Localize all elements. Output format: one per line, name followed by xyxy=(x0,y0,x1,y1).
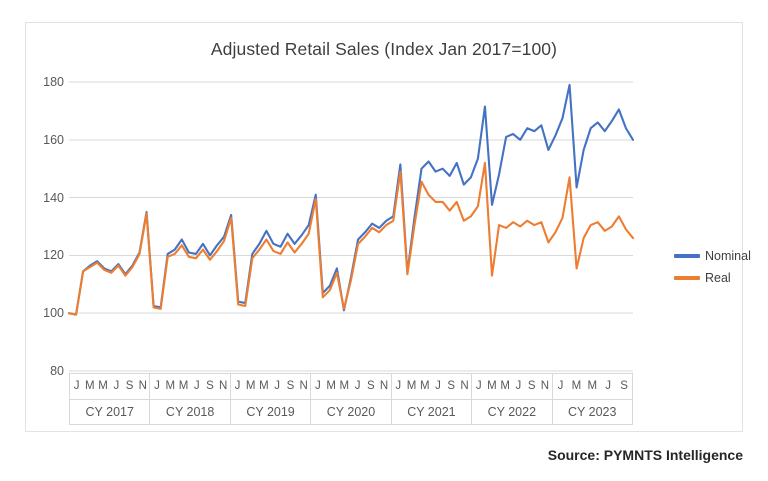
x-axis-year-group: J M M J S N CY 2021 xyxy=(391,374,473,424)
x-axis-month-tick-label: J xyxy=(475,379,482,392)
x-axis-month-tick-label: M xyxy=(487,379,497,392)
x-axis-year-label: CY 2020 xyxy=(326,405,376,420)
y-axis-tick-label: 120 xyxy=(43,248,64,263)
x-axis-month-tick-label: M xyxy=(85,379,95,392)
x-axis-year-label: CY 2019 xyxy=(246,405,295,420)
x-axis-year-group: J M M J S N CY 2020 xyxy=(311,374,392,424)
x-axis-year-label: CY 2022 xyxy=(487,405,537,420)
x-axis-month-tick-label: J xyxy=(605,379,612,392)
y-axis-tick-label: 160 xyxy=(43,132,64,147)
x-axis-month-tick-label: S xyxy=(125,379,134,392)
y-axis: 180 160 140 120 100 80 xyxy=(26,75,64,378)
x-axis-year-label: CY 2023 xyxy=(568,405,617,420)
x-axis-year-group: J M M J S N CY 2019 xyxy=(230,374,312,424)
chart-legend: Nominal Real xyxy=(674,245,768,289)
x-axis-month-tick-label: S xyxy=(286,379,295,392)
x-axis-month-tick-label: J xyxy=(435,379,441,392)
x-axis-month-tick-label: J xyxy=(395,379,402,392)
x-axis-month-tick-label: J xyxy=(557,379,564,392)
legend-color-swatch xyxy=(674,276,700,280)
x-axis-year-group: J M M J S N CY 2017 xyxy=(70,374,151,424)
x-axis-month-tick-label: M xyxy=(245,379,256,392)
x-axis-month-tick-label: M xyxy=(259,379,269,392)
y-axis-tick-label: 180 xyxy=(43,75,64,89)
x-axis-month-tick-label: J xyxy=(354,379,361,392)
x-axis-month-tick-label: M xyxy=(406,379,417,392)
series-lines xyxy=(67,83,635,316)
x-axis-month-tick-label: N xyxy=(460,379,469,392)
x-axis-month-tick-label: M xyxy=(587,379,598,392)
x-axis-month-tick-label: N xyxy=(540,379,550,392)
y-axis-tick-label: 80 xyxy=(50,364,64,378)
x-axis-month-tick-label: J xyxy=(234,379,241,392)
gridlines xyxy=(69,81,633,372)
x-axis-month-tick-label: N xyxy=(219,379,228,392)
x-axis-month-tick-label: J xyxy=(73,379,80,392)
x-axis-year-label: CY 2017 xyxy=(85,405,134,420)
x-axis-month-tick-label: M xyxy=(98,379,108,392)
series-line-real xyxy=(67,161,635,316)
x-axis-month-tick-label: M xyxy=(326,379,336,392)
legend-color-swatch xyxy=(674,254,700,258)
legend-label: Nominal xyxy=(705,249,751,263)
x-axis-month-tick-label: S xyxy=(206,379,214,392)
x-axis-month-tick-label: J xyxy=(515,379,522,392)
x-axis-year-group: J M M J S CY 2023 xyxy=(552,374,633,424)
plot-area xyxy=(67,81,635,372)
chart-title: Adjusted Retail Sales (Index Jan 2017=10… xyxy=(210,39,558,59)
source-note: Source: PYMNTS Intelligence xyxy=(547,447,743,463)
y-axis-tick-label: 100 xyxy=(43,306,64,321)
x-axis-year-group: J M M J S N CY 2022 xyxy=(472,374,553,424)
x-axis-month-tick-label: J xyxy=(315,379,321,392)
legend-entry-real[interactable]: Real xyxy=(674,267,768,289)
legend-label: Real xyxy=(705,271,731,285)
x-axis-year-group: J M M J S N CY 2018 xyxy=(150,374,231,424)
x-axis-month-tick-label: M xyxy=(178,379,189,392)
x-axis-month-tick-label: S xyxy=(527,379,536,392)
x-axis-month-tick-label: M xyxy=(339,379,350,392)
x-axis-month-tick-label: N xyxy=(299,379,308,392)
x-axis-month-tick-label: M xyxy=(571,379,582,392)
x-axis-month-tick-label: S xyxy=(447,379,456,392)
x-axis-month-tick-label: M xyxy=(500,379,510,392)
chart-container: Adjusted Retail Sales (Index Jan 2017=10… xyxy=(25,22,751,432)
y-axis-tick-label: 140 xyxy=(43,190,64,205)
x-axis-year-label: CY 2021 xyxy=(407,405,456,420)
x-axis-month-tick-label: J xyxy=(113,379,120,392)
x-axis-month-tick-label: J xyxy=(193,379,200,392)
x-axis-month-tick-label: S xyxy=(366,379,375,392)
x-axis-year-label: CY 2018 xyxy=(165,405,215,420)
x-axis-month-tick-label: N xyxy=(138,379,147,392)
line-chart-svg xyxy=(67,81,635,372)
x-axis: J M M J S N CY 2017 J M M J S N CY 2018 J M M J S N CY 2019 J… xyxy=(69,373,633,425)
x-axis-month-tick-label: M xyxy=(419,379,430,392)
x-axis-month-tick-label: N xyxy=(379,379,389,392)
x-axis-month-tick-label: J xyxy=(154,379,160,392)
legend-entry-nominal[interactable]: Nominal xyxy=(674,245,768,267)
x-axis-month-tick-label: S xyxy=(620,379,628,392)
x-axis-month-tick-label: M xyxy=(165,379,176,392)
x-axis-month-tick-label: J xyxy=(274,379,281,392)
